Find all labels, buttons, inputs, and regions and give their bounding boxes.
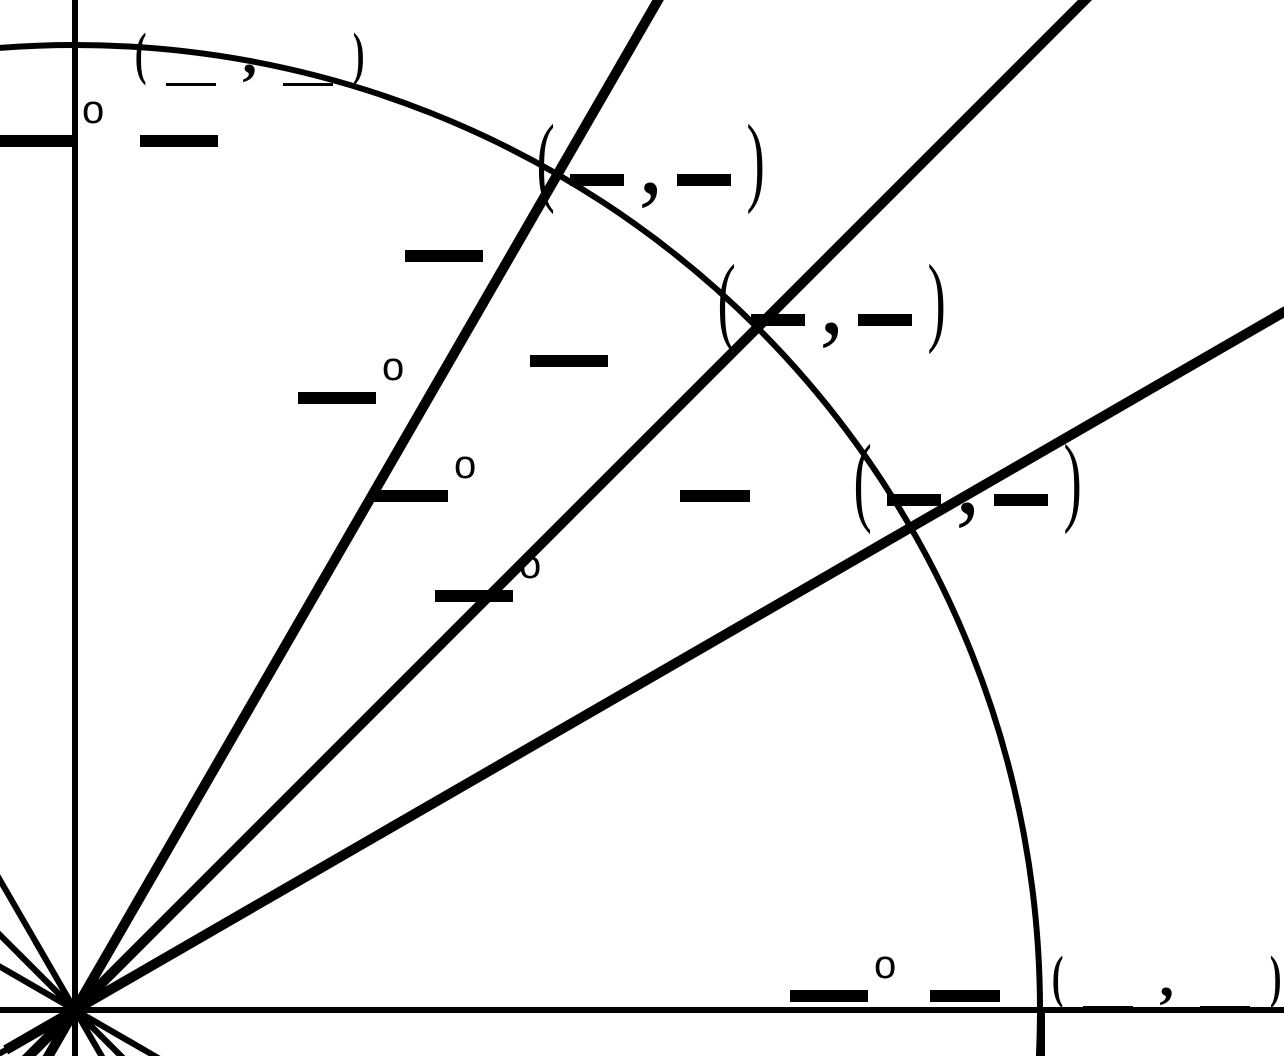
angle-45-degree: o xyxy=(454,443,476,488)
angle-90-degree: o xyxy=(82,88,104,133)
coord-90: ( , ) xyxy=(131,25,368,86)
coord-30: ( , ) xyxy=(846,430,1090,542)
angle-60-degree: o xyxy=(382,345,404,390)
rad-30-blank xyxy=(680,490,750,502)
angle-60-blank xyxy=(298,392,376,404)
rad-90-blank xyxy=(140,135,218,147)
coord-60: ( , ) xyxy=(529,110,773,222)
rad-0-blank xyxy=(930,990,1000,1002)
angle-90-blank xyxy=(0,135,78,147)
rad-60-blank xyxy=(405,250,483,262)
labels-overlay: ( , ) ( , ) ( , ) ( , ) ( , ) o o o o o xyxy=(0,0,1284,1056)
rad-45-blank xyxy=(530,355,608,367)
coord-45: ( , ) xyxy=(710,250,954,362)
angle-0-degree: o xyxy=(874,943,896,988)
angle-30-blank xyxy=(435,590,513,602)
coord-0: ( , ) xyxy=(1048,948,1284,1009)
angle-30-degree: o xyxy=(519,543,541,588)
angle-45-blank xyxy=(370,490,448,502)
angle-0-blank xyxy=(790,990,868,1002)
